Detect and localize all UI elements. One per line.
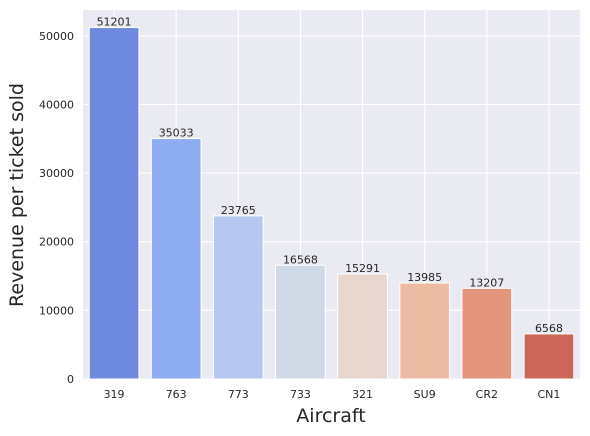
bar-value-label: 13985 — [407, 271, 442, 284]
y-tick-label: 20000 — [39, 236, 74, 249]
y-tick-label: 0 — [67, 373, 74, 386]
x-tick-label: 773 — [228, 388, 249, 401]
y-axis-title: Revenue per ticket sold — [6, 83, 28, 307]
x-tick-label: CN1 — [537, 388, 560, 401]
bar-value-label: 51201 — [97, 16, 132, 29]
x-axis-ticks: 319 763 773 733 321 SU9 CR2 CN1 — [104, 388, 561, 401]
bar — [461, 287, 513, 380]
y-axis-ticks: 0 10000 20000 30000 40000 50000 — [39, 30, 74, 386]
bar-value-label: 16568 — [283, 253, 318, 266]
x-tick-label: 733 — [290, 388, 311, 401]
x-tick-label: 321 — [352, 388, 373, 401]
x-tick-label: CR2 — [476, 388, 498, 401]
bar — [275, 264, 326, 380]
x-tick-label: SU9 — [414, 388, 436, 401]
bar-value-label: 6568 — [535, 322, 563, 335]
y-tick-label: 50000 — [39, 30, 74, 43]
bar-value-label: 13207 — [469, 276, 504, 289]
bar — [150, 138, 202, 380]
bar — [337, 273, 388, 380]
bar — [88, 27, 140, 380]
bar-value-label: 15291 — [345, 262, 380, 275]
x-tick-label: 763 — [166, 388, 187, 401]
value-labels: 51201 35033 23765 16568 15291 13985 13207 6568 — [97, 16, 563, 335]
bar — [212, 215, 264, 380]
y-tick-label: 40000 — [39, 98, 74, 111]
x-tick-label: 319 — [104, 388, 125, 401]
y-tick-label: 10000 — [39, 304, 74, 317]
bars — [88, 27, 575, 380]
bar — [523, 333, 575, 380]
bar — [399, 282, 451, 380]
x-axis-title: Aircraft — [296, 405, 365, 427]
y-tick-label: 30000 — [39, 167, 74, 180]
bar-value-label: 23765 — [221, 204, 256, 217]
bar-value-label: 35033 — [159, 127, 194, 140]
